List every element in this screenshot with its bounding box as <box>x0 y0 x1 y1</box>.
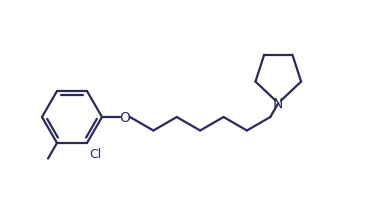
Text: N: N <box>273 97 283 111</box>
Text: O: O <box>120 110 130 124</box>
Text: Cl: Cl <box>89 148 101 161</box>
